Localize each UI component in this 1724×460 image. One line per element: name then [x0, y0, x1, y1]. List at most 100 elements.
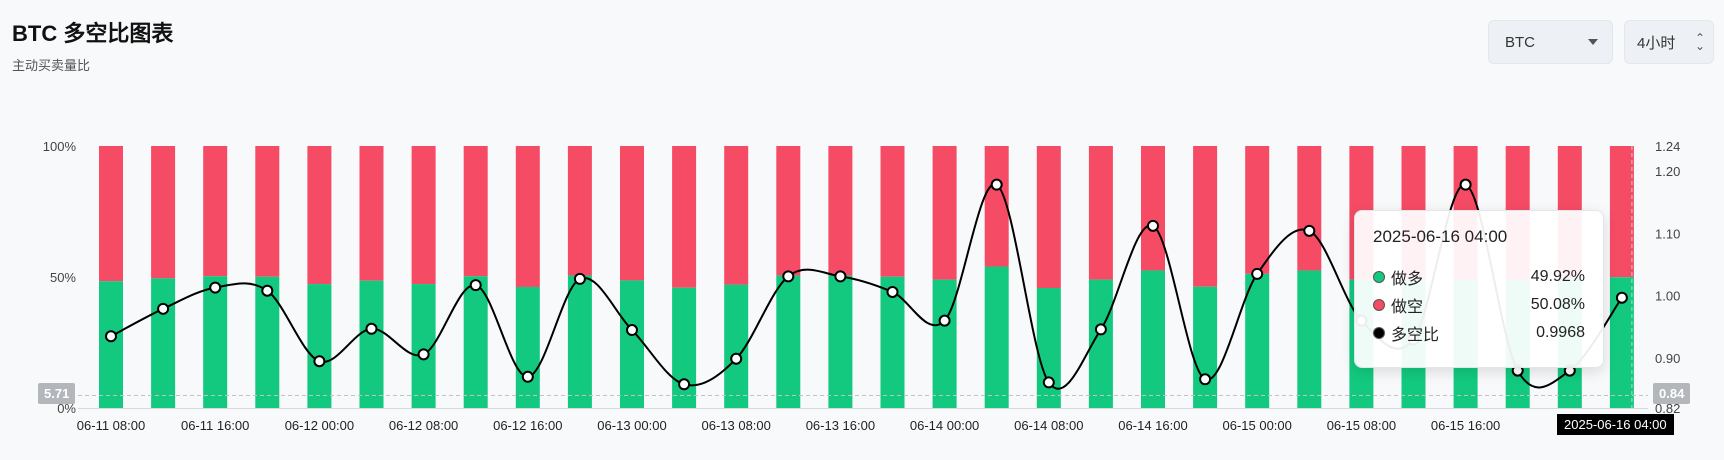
tooltip-label: 多空比: [1391, 327, 1440, 344]
short-bar: [203, 146, 228, 277]
long-bar: [1036, 288, 1061, 408]
short-bar: [515, 146, 540, 287]
short-bar: [932, 146, 957, 280]
ratio-point: [1303, 224, 1316, 237]
short-bar: [411, 146, 436, 285]
short-bar: [1297, 146, 1322, 271]
y-right-tick-label: 1.10: [1655, 226, 1680, 241]
chart-tooltip: 2025-06-16 04:00 做多 49.92% 做空 50.08% 多空比…: [1354, 210, 1604, 368]
long-bar: [567, 275, 592, 408]
y-right-tick-label: 0.90: [1655, 351, 1680, 366]
ratio-point: [365, 322, 378, 335]
y-left-tick-label: 100%: [43, 139, 77, 154]
x-tick-label: 06-12 16:00: [493, 418, 562, 433]
short-bar: [1036, 146, 1061, 289]
crosshair-time-label: 2025-06-16 04:00: [1557, 414, 1674, 435]
ratio-point: [1199, 373, 1212, 386]
x-tick-label: 06-11 16:00: [181, 418, 249, 433]
long-bar: [463, 276, 488, 408]
up-down-chevron-icon: ⌃ ⌄: [1694, 31, 1705, 53]
asset-select[interactable]: BTC: [1488, 20, 1613, 64]
long-bar: [307, 284, 332, 408]
short-bar: [1141, 146, 1165, 271]
short-bar: [1609, 146, 1634, 278]
tooltip-value: 50.08%: [1530, 296, 1585, 313]
long-bar: [620, 280, 644, 408]
short-bar: [776, 146, 801, 276]
short-dot-icon: [1373, 299, 1385, 311]
short-bar: [672, 146, 697, 288]
short-bar: [724, 146, 749, 285]
tooltip-label: 做空: [1391, 299, 1424, 316]
short-bar: [828, 146, 853, 276]
crosshair-left-value: 5.71: [38, 383, 76, 404]
tooltip-row-short: 做空 50.08%: [1373, 291, 1585, 319]
short-bar: [620, 146, 644, 281]
long-bar: [984, 266, 1009, 408]
long-bar: [515, 286, 540, 408]
long-bar: [99, 281, 123, 408]
y-left-tick-label: 50%: [50, 270, 76, 285]
ratio-point: [1094, 323, 1107, 336]
ratio-point: [886, 285, 899, 298]
interval-select[interactable]: 4小时 ⌃ ⌄: [1624, 20, 1714, 64]
short-bar: [880, 146, 905, 277]
short-bar: [151, 146, 176, 279]
tooltip-date: 2025-06-16 04:00: [1373, 227, 1508, 246]
long-bar: [932, 279, 957, 408]
long-bar: [828, 275, 853, 408]
x-tick-label: 06-13 08:00: [701, 418, 770, 433]
ratio-point: [990, 178, 1003, 191]
x-tick-label: 06-14 00:00: [910, 418, 979, 433]
x-tick-label: 06-14 16:00: [1118, 418, 1187, 433]
ratio-point: [469, 279, 482, 292]
x-tick-label: 06-13 16:00: [806, 418, 875, 433]
tooltip-value: 0.9968: [1536, 324, 1585, 341]
ratio-point: [521, 370, 534, 383]
ratio-point: [678, 378, 691, 391]
short-bar: [567, 146, 592, 276]
ratio-point: [1251, 267, 1264, 280]
ratio-point: [626, 324, 638, 337]
short-bar: [463, 146, 488, 277]
short-bar: [984, 146, 1009, 267]
ratio-point: [1042, 376, 1055, 389]
y-left-tick-label: 0%: [57, 401, 76, 416]
x-tick-label: 06-14 08:00: [1014, 418, 1083, 433]
short-bar: [1088, 146, 1113, 280]
tooltip-value: 49.92%: [1530, 268, 1585, 285]
short-bar: [1193, 146, 1218, 287]
interval-select-value: 4小时: [1637, 34, 1676, 52]
ratio-point: [1615, 291, 1628, 304]
ratio-dot-icon: [1373, 327, 1385, 339]
short-bar: [1245, 146, 1270, 274]
long-bar: [776, 275, 801, 408]
long-bar: [359, 280, 384, 408]
ratio-point: [573, 272, 586, 285]
page-title: BTC 多空比图表: [12, 21, 174, 46]
ratio-point: [938, 314, 951, 327]
x-tick-label: 06-15 00:00: [1222, 418, 1291, 433]
tooltip-row-long: 做多 49.92%: [1373, 263, 1585, 291]
short-bar: [307, 146, 332, 285]
x-tick-label: 06-11 08:00: [77, 418, 145, 433]
page-subtitle: 主动买卖量比: [12, 58, 91, 73]
long-bar: [1141, 270, 1165, 408]
long-bar: [1245, 273, 1270, 408]
ratio-point: [261, 284, 274, 297]
x-tick-label: 06-15 08:00: [1327, 418, 1396, 433]
short-bar: [359, 146, 384, 281]
tooltip-label: 做多: [1391, 271, 1424, 288]
x-tick-label: 06-12 08:00: [389, 418, 458, 433]
y-right-tick-label: 1.20: [1655, 164, 1680, 179]
ratio-point: [730, 352, 743, 365]
ratio-point: [834, 270, 847, 283]
x-tick-label: 06-15 16:00: [1431, 418, 1500, 433]
ratio-point: [1459, 178, 1472, 191]
x-tick-label: 06-13 00:00: [597, 418, 666, 433]
y-right-tick-label: 1.24: [1655, 139, 1680, 154]
ratio-point: [313, 355, 326, 368]
short-bar: [99, 146, 123, 282]
ratio-point: [209, 281, 222, 294]
